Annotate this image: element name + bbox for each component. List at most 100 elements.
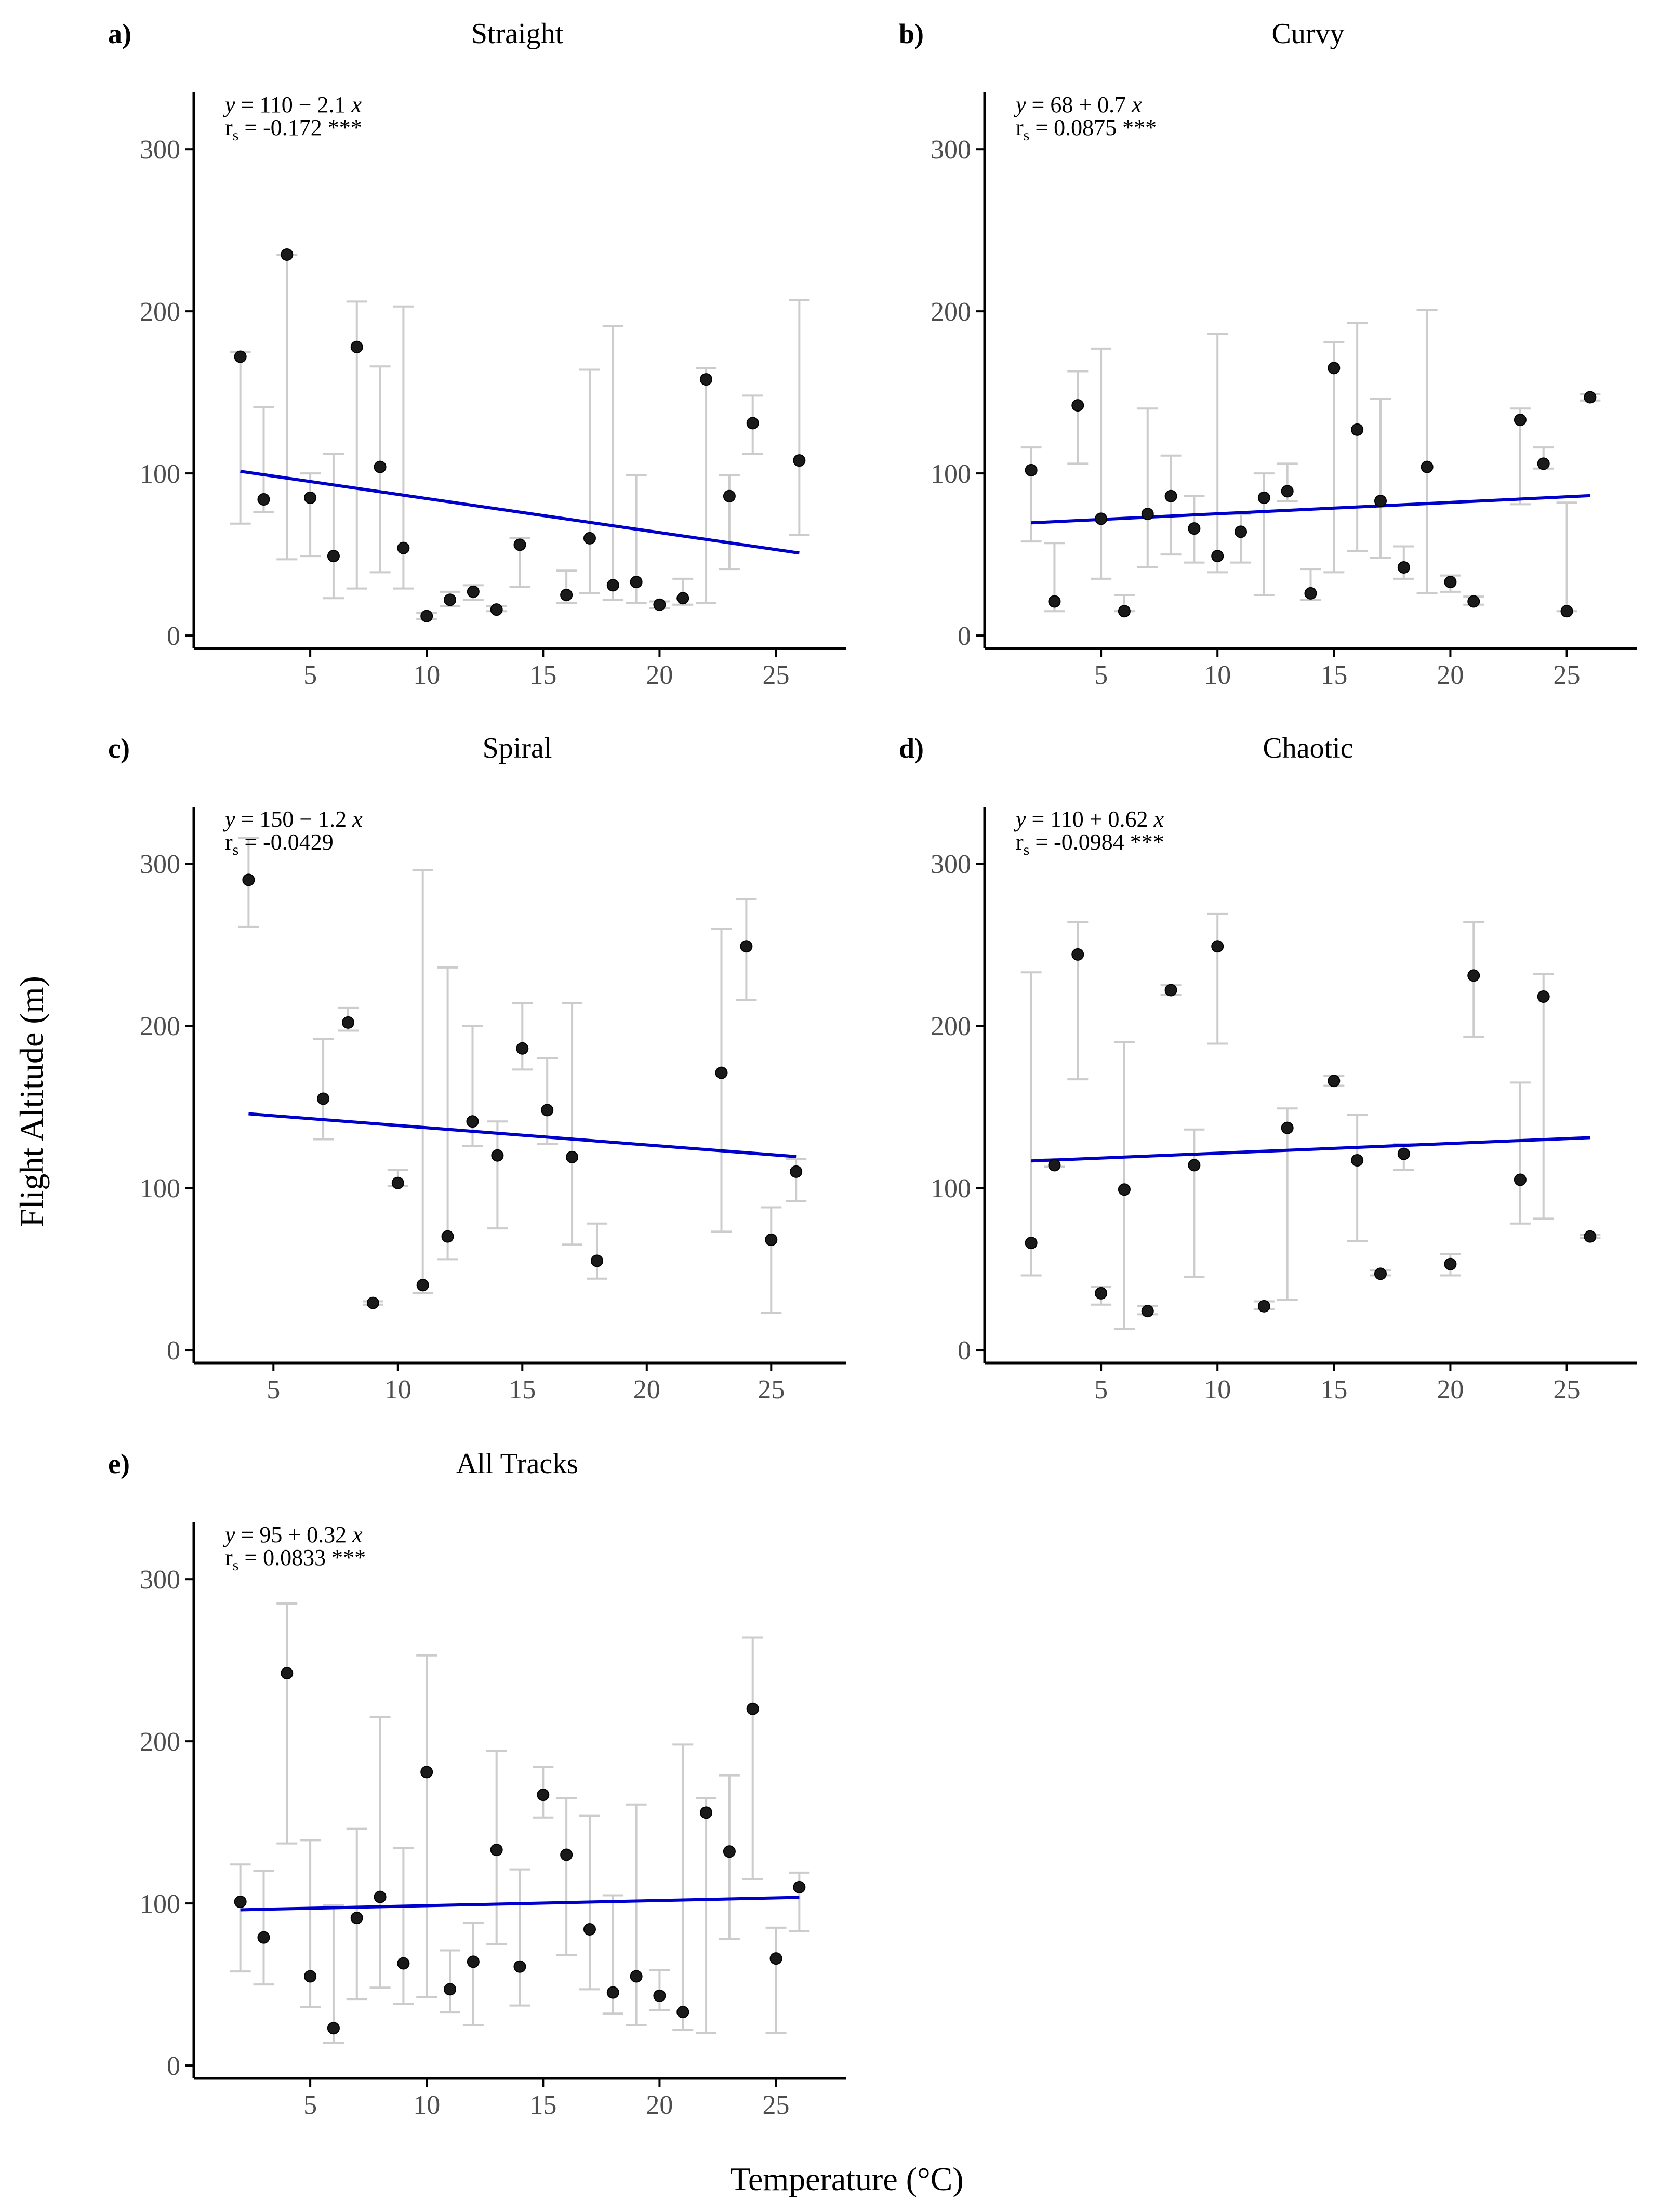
error-bar (672, 1743, 694, 2031)
error-bar (300, 472, 321, 558)
data-point (420, 610, 433, 622)
regression-equation: y = 150 − 1.2 x (223, 806, 363, 832)
error-bar (1370, 398, 1391, 559)
regression-equation: y = 110 − 2.1 x (223, 92, 362, 117)
x-tick-label: 25 (1554, 660, 1581, 690)
x-tick-label: 20 (1437, 660, 1464, 690)
data-point (1328, 362, 1341, 375)
data-point (513, 1960, 526, 1973)
error-bar (1533, 973, 1554, 1220)
y-tick-label: 100 (931, 459, 971, 489)
error-bar (696, 367, 717, 604)
data-point (1141, 1305, 1154, 1318)
data-point (234, 350, 247, 363)
regression-line (1031, 494, 1590, 525)
data-point (700, 1806, 713, 1819)
x-tick-label: 5 (303, 660, 317, 690)
error-bar (1277, 1107, 1298, 1301)
data-point (242, 873, 255, 886)
y-tick-label: 0 (167, 1336, 180, 1366)
panel-title: Chaotic (1263, 732, 1353, 764)
error-bar (1137, 407, 1158, 569)
data-point (1351, 423, 1364, 436)
data-point (790, 1165, 803, 1178)
data-point (416, 1279, 429, 1292)
panel-title: Spiral (483, 732, 552, 764)
correlation-symbol: r (1016, 115, 1024, 140)
data-point (467, 1955, 480, 1968)
panel-all-tracks: e) All Tracks 0 100 200 300 5 10 15 20 25 y = 95 + … (108, 1448, 846, 2120)
data-point (746, 1702, 759, 1715)
data-point (317, 1092, 330, 1105)
data-point (1257, 491, 1270, 504)
regression-line (240, 470, 800, 555)
correlation-value: = -0.0429 (238, 829, 333, 855)
data-point (715, 1066, 728, 1079)
error-bar (1509, 1081, 1531, 1225)
correlation-subscript: s (1024, 841, 1030, 858)
error-bar (509, 1868, 530, 2007)
data-point (630, 576, 643, 589)
x-tick-label: 20 (646, 2090, 673, 2120)
error-bar (761, 1206, 782, 1314)
x-tick-label: 15 (1320, 1375, 1347, 1405)
data-point (606, 1986, 619, 1999)
data-point (513, 538, 526, 551)
data-point (723, 1845, 736, 1858)
x-axis-title: Temperature (°C) (730, 2161, 963, 2197)
y-tick-label: 100 (140, 1889, 180, 1919)
data-point (566, 1150, 579, 1163)
correlation-subscript: s (233, 127, 239, 144)
data-point (1304, 587, 1317, 600)
data-point (630, 1970, 643, 1983)
regression-equation: y = 95 + 0.32 x (223, 1522, 363, 1547)
y-tick-label: 200 (931, 1012, 971, 1041)
panel-curvy: b) Curvy 0 100 200 300 5 10 15 20 25 y = 68 + 0.7 x… (899, 18, 1637, 690)
data-point (793, 454, 806, 467)
panel-letter: d) (899, 733, 924, 764)
error-bar (1020, 446, 1042, 543)
spearman-correlation: rs = -0.0984 *** (1016, 829, 1164, 858)
correlation-value: = 0.0833 *** (238, 1545, 366, 1570)
data-point (444, 1983, 457, 1996)
data-point (653, 1989, 666, 2002)
equation-rhs: = 95 + 0.32 (235, 1522, 353, 1547)
panel-chaotic: d) Chaotic 0 100 200 300 5 10 15 20 25 y = 110 + 0.… (899, 732, 1637, 1405)
data-point (1071, 399, 1084, 412)
y-tick-label: 100 (140, 459, 180, 489)
x-tick-label: 20 (633, 1375, 660, 1405)
regression-line (240, 1896, 800, 1912)
data-point (1281, 1121, 1294, 1134)
x-tick-label: 10 (1204, 1375, 1231, 1405)
y-tick-label: 300 (140, 850, 180, 879)
error-bar (1091, 347, 1112, 580)
data-point (1071, 948, 1084, 961)
x-tick-label: 20 (646, 660, 673, 690)
data-point (1374, 495, 1387, 508)
y-tick-label: 200 (931, 297, 971, 327)
panel-spiral: c) Spiral 0 100 200 300 5 10 15 20 25 y = 150 − 1.2… (108, 732, 846, 1405)
error-bar (412, 869, 433, 1294)
data-point (366, 1296, 379, 1309)
error-bar (393, 1847, 414, 2005)
error-bar (765, 1926, 787, 2034)
data-point (281, 248, 294, 261)
data-point (304, 1970, 317, 1983)
data-point (281, 1667, 294, 1680)
data-point (490, 1844, 503, 1857)
data-point (583, 1923, 596, 1936)
data-point (1211, 550, 1224, 563)
data-point (341, 1016, 354, 1029)
x-tick-label: 10 (384, 1375, 412, 1405)
error-bar (789, 299, 810, 536)
data-point (1095, 1287, 1108, 1300)
spearman-correlation: rs = 0.0875 *** (1016, 115, 1157, 144)
data-point (1025, 1237, 1038, 1250)
error-bar (313, 1038, 334, 1141)
y-tick-label: 0 (167, 621, 180, 651)
error-bar (537, 1057, 558, 1145)
x-tick-label: 25 (1554, 1375, 1581, 1405)
data-point (723, 489, 736, 502)
data-point (1118, 605, 1131, 618)
data-point (537, 1789, 550, 1802)
